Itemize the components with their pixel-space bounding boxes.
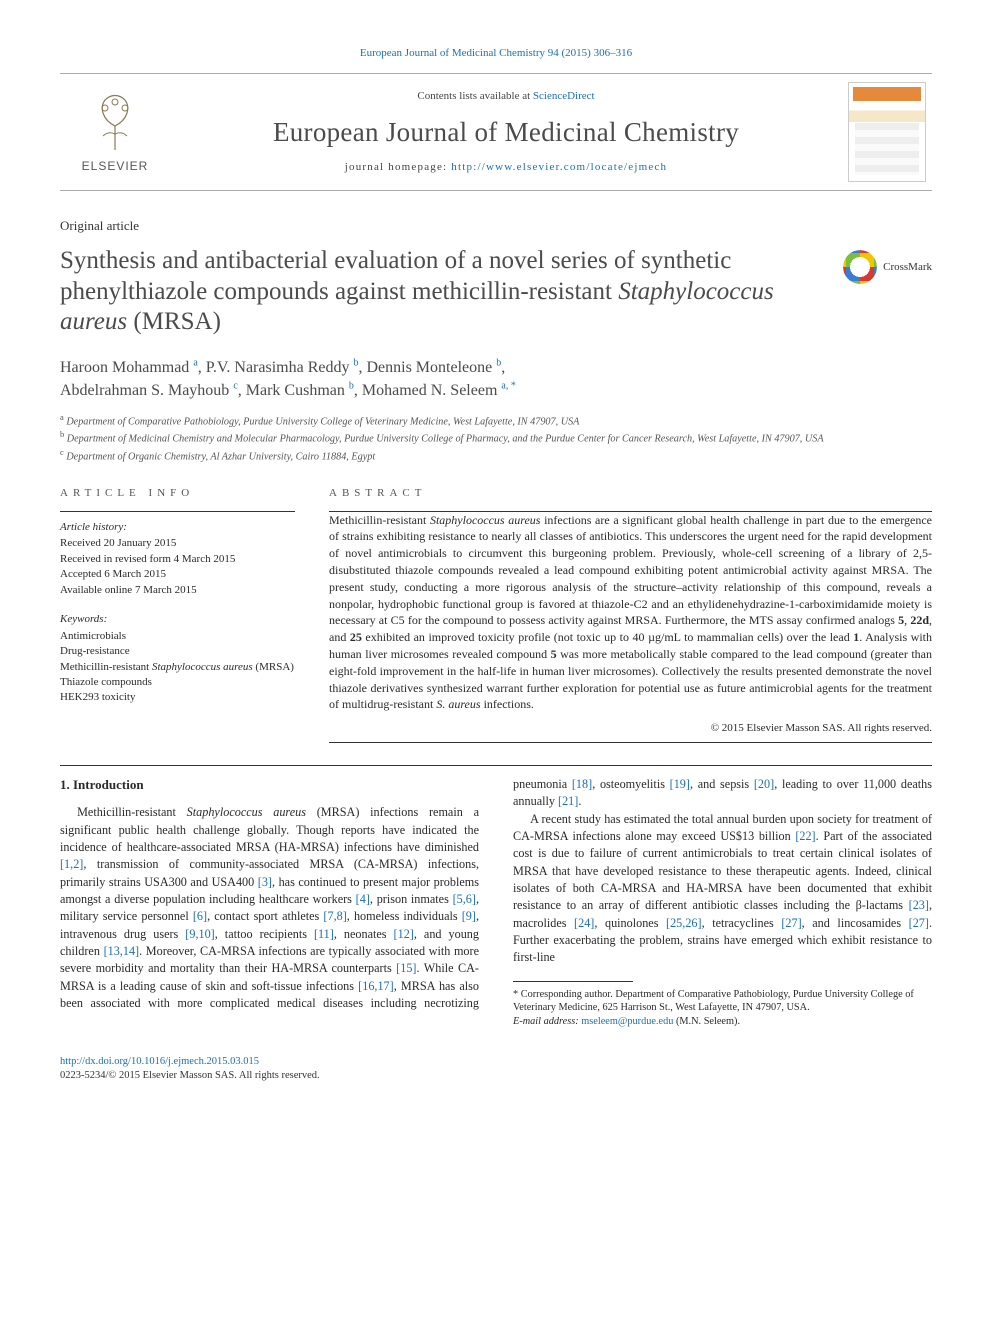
section-divider — [60, 765, 932, 766]
journal-title: European Journal of Medicinal Chemistry — [188, 114, 824, 150]
publisher-logo: ELSEVIER — [60, 82, 170, 182]
author: P.V. Narasimha Reddy b — [206, 359, 359, 376]
footnote-rule — [513, 981, 633, 982]
citation-link[interactable]: [20] — [754, 777, 774, 791]
article-title: Synthesis and antibacterial evaluation o… — [60, 246, 827, 338]
page-footer: http://dx.doi.org/10.1016/j.ejmech.2015.… — [60, 1055, 932, 1083]
author: Dennis Monteleone b — [366, 359, 501, 376]
author: Abdelrahman S. Mayhoub c — [60, 382, 238, 399]
keyword: HEK293 toxicity — [60, 690, 295, 705]
citation-link[interactable]: [21] — [558, 794, 578, 808]
citation-link[interactable]: [5,6] — [453, 892, 476, 906]
email-footnote: E-mail address: mseleem@purdue.edu (M.N.… — [513, 1015, 932, 1029]
citation-link[interactable]: [7,8] — [323, 909, 346, 923]
keyword: Drug-resistance — [60, 644, 295, 659]
citation-link[interactable]: [13,14] — [104, 944, 140, 958]
history-item: Available online 7 March 2015 — [60, 583, 295, 598]
issn-copyright-line: 0223-5234/© 2015 Elsevier Masson SAS. Al… — [60, 1069, 932, 1083]
elsevier-tree-icon — [83, 90, 147, 154]
citation-link[interactable]: [4] — [356, 892, 370, 906]
journal-cover-thumbnail — [842, 82, 932, 182]
section-heading: 1. Introduction — [60, 776, 479, 794]
corresponding-email-link[interactable]: mseleem@purdue.edu — [581, 1016, 673, 1027]
contents-available-line: Contents lists available at ScienceDirec… — [188, 89, 824, 104]
keyword: Thiazole compounds — [60, 675, 295, 690]
abstract-heading: ABSTRACT — [329, 486, 932, 501]
sciencedirect-link[interactable]: ScienceDirect — [533, 90, 595, 102]
author: Haroon Mohammad a — [60, 359, 198, 376]
citation-link[interactable]: [12] — [394, 927, 414, 941]
history-item: Received 20 January 2015 — [60, 536, 295, 551]
affiliation-list: a Department of Comparative Pathobiology… — [60, 412, 932, 463]
article-type-label: Original article — [60, 217, 932, 235]
citation-link[interactable]: [27] — [781, 916, 801, 930]
body-paragraph: A recent study has estimated the total a… — [513, 811, 932, 967]
citation-link[interactable]: [27] — [909, 916, 929, 930]
keyword: Methicillin-resistant Staphylococcus aur… — [60, 660, 295, 675]
citation-link[interactable]: [24] — [574, 916, 594, 930]
homepage-prefix: journal homepage: — [345, 161, 452, 173]
abstract-text: Methicillin-resistant Staphylococcus aur… — [329, 512, 932, 714]
crossmark-icon — [843, 250, 877, 284]
citation-link[interactable]: [23] — [909, 898, 929, 912]
rule — [60, 511, 295, 512]
contents-available-prefix: Contents lists available at — [417, 90, 532, 102]
article-history-label: Article history: — [60, 520, 295, 535]
rule — [329, 742, 932, 743]
citation-link[interactable]: [15] — [396, 961, 416, 975]
article-info-heading: ARTICLE INFO — [60, 486, 295, 501]
crossmark-badge[interactable]: CrossMark — [843, 250, 932, 284]
journal-homepage-line: journal homepage: http://www.elsevier.co… — [188, 160, 824, 175]
keywords-label: Keywords: — [60, 612, 295, 627]
history-item: Accepted 6 March 2015 — [60, 567, 295, 582]
citation-link[interactable]: [11] — [314, 927, 334, 941]
corresponding-author-footnote: * Corresponding author. Department of Co… — [513, 988, 932, 1016]
citation-link[interactable]: [25,26] — [666, 916, 702, 930]
citation-link[interactable]: [18] — [572, 777, 592, 791]
author: Mohamed N. Seleem a, * — [362, 382, 516, 399]
author: Mark Cushman b — [246, 382, 354, 399]
journal-homepage-link[interactable]: http://www.elsevier.com/locate/ejmech — [451, 161, 667, 173]
citation-link[interactable]: [3] — [258, 875, 272, 889]
crossmark-label: CrossMark — [883, 260, 932, 275]
abstract-column: ABSTRACT Methicillin-resistant Staphyloc… — [329, 486, 932, 743]
article-info-column: ARTICLE INFO Article history: Received 2… — [60, 486, 295, 743]
citation-link[interactable]: [9] — [462, 909, 476, 923]
body-two-column: 1. Introduction Methicillin-resistant St… — [60, 776, 932, 1029]
citation-link[interactable]: [9,10] — [185, 927, 214, 941]
keyword: Antimicrobials — [60, 629, 295, 644]
citation-link[interactable]: [6] — [193, 909, 207, 923]
history-item: Received in revised form 4 March 2015 — [60, 552, 295, 567]
journal-issue-reference: European Journal of Medicinal Chemistry … — [60, 46, 932, 61]
citation-link[interactable]: [1,2] — [60, 857, 83, 871]
abstract-copyright: © 2015 Elsevier Masson SAS. All rights r… — [329, 721, 932, 736]
affiliation: c Department of Organic Chemistry, Al Az… — [60, 447, 932, 464]
author-list: Haroon Mohammad a, P.V. Narasimha Reddy … — [60, 356, 932, 402]
affiliation: b Department of Medicinal Chemistry and … — [60, 429, 932, 446]
doi-link[interactable]: http://dx.doi.org/10.1016/j.ejmech.2015.… — [60, 1056, 259, 1067]
citation-link[interactable]: [22] — [795, 829, 815, 843]
affiliation: a Department of Comparative Pathobiology… — [60, 412, 932, 429]
journal-banner: ELSEVIER Contents lists available at Sci… — [60, 73, 932, 191]
citation-link[interactable]: [19] — [670, 777, 690, 791]
citation-link[interactable]: [16,17] — [358, 979, 394, 993]
publisher-wordmark: ELSEVIER — [82, 158, 149, 174]
